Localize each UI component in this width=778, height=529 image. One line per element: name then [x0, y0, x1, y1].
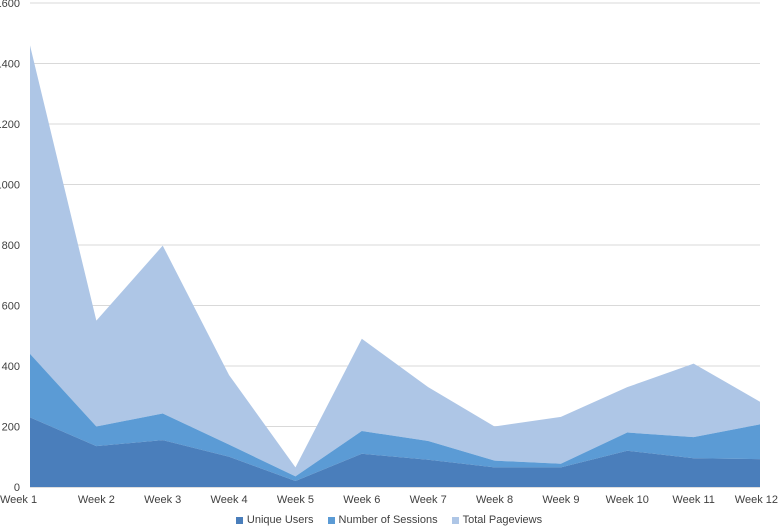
x-tick-label: Week 6 [343, 494, 380, 506]
area-total-pageviews [30, 45, 760, 477]
x-tick-label: Week 11 [672, 494, 714, 506]
legend-swatch [235, 516, 243, 524]
x-tick-label: Week 4 [211, 494, 248, 506]
y-tick-label: 0 [14, 482, 20, 494]
legend-swatch [451, 516, 459, 524]
x-tick-label: Week 7 [410, 494, 447, 506]
legend-label: Unique Users [246, 514, 314, 526]
legend-label: Total Pageviews [462, 514, 543, 526]
legend-item-total-pageviews: Total Pageviews [451, 514, 543, 526]
y-axis-ticks: 0 200 400 600 800 1000 1200 1400 1600 [0, 0, 20, 494]
legend-item-number-of-sessions: Number of Sessions [327, 514, 438, 526]
area-series [30, 45, 760, 487]
y-tick-label: 1600 [0, 0, 20, 10]
area-chart: 02004006008001000120014001600 Week 1Week… [0, 0, 778, 506]
x-tick-label: Week 12 [735, 494, 778, 506]
chart-legend: Unique Users Number of Sessions Total Pa… [0, 514, 778, 526]
x-tick-label: Week 8 [476, 494, 513, 506]
y-tick-label: 1000 [0, 180, 20, 192]
y-tick-label: 600 [2, 301, 20, 313]
area-unique-users [30, 417, 760, 487]
legend-label: Number of Sessions [338, 514, 438, 526]
x-tick-label: Week 3 [144, 494, 181, 506]
y-tick-label: 400 [2, 361, 20, 373]
x-tick-label: Week 10 [606, 494, 649, 506]
x-axis-ticks: Week 1 Week 2 Week 3 Week 4 Week 5 Week 6 Week… [0, 494, 778, 506]
y-tick-label: 800 [2, 240, 20, 252]
legend-item-unique-users: Unique Users [235, 514, 314, 526]
y-tick-label: 200 [2, 422, 20, 434]
x-tick-label: Week 2 [78, 494, 115, 506]
area-number-of-sessions [30, 353, 760, 481]
x-tick-label: Week 1 [0, 494, 37, 506]
y-tick-label: 1400 [0, 59, 20, 71]
legend-swatch [327, 516, 335, 524]
y-tick-label: 1200 [0, 119, 20, 131]
x-tick-label: Week 5 [277, 494, 314, 506]
x-tick-label: Week 9 [542, 494, 579, 506]
